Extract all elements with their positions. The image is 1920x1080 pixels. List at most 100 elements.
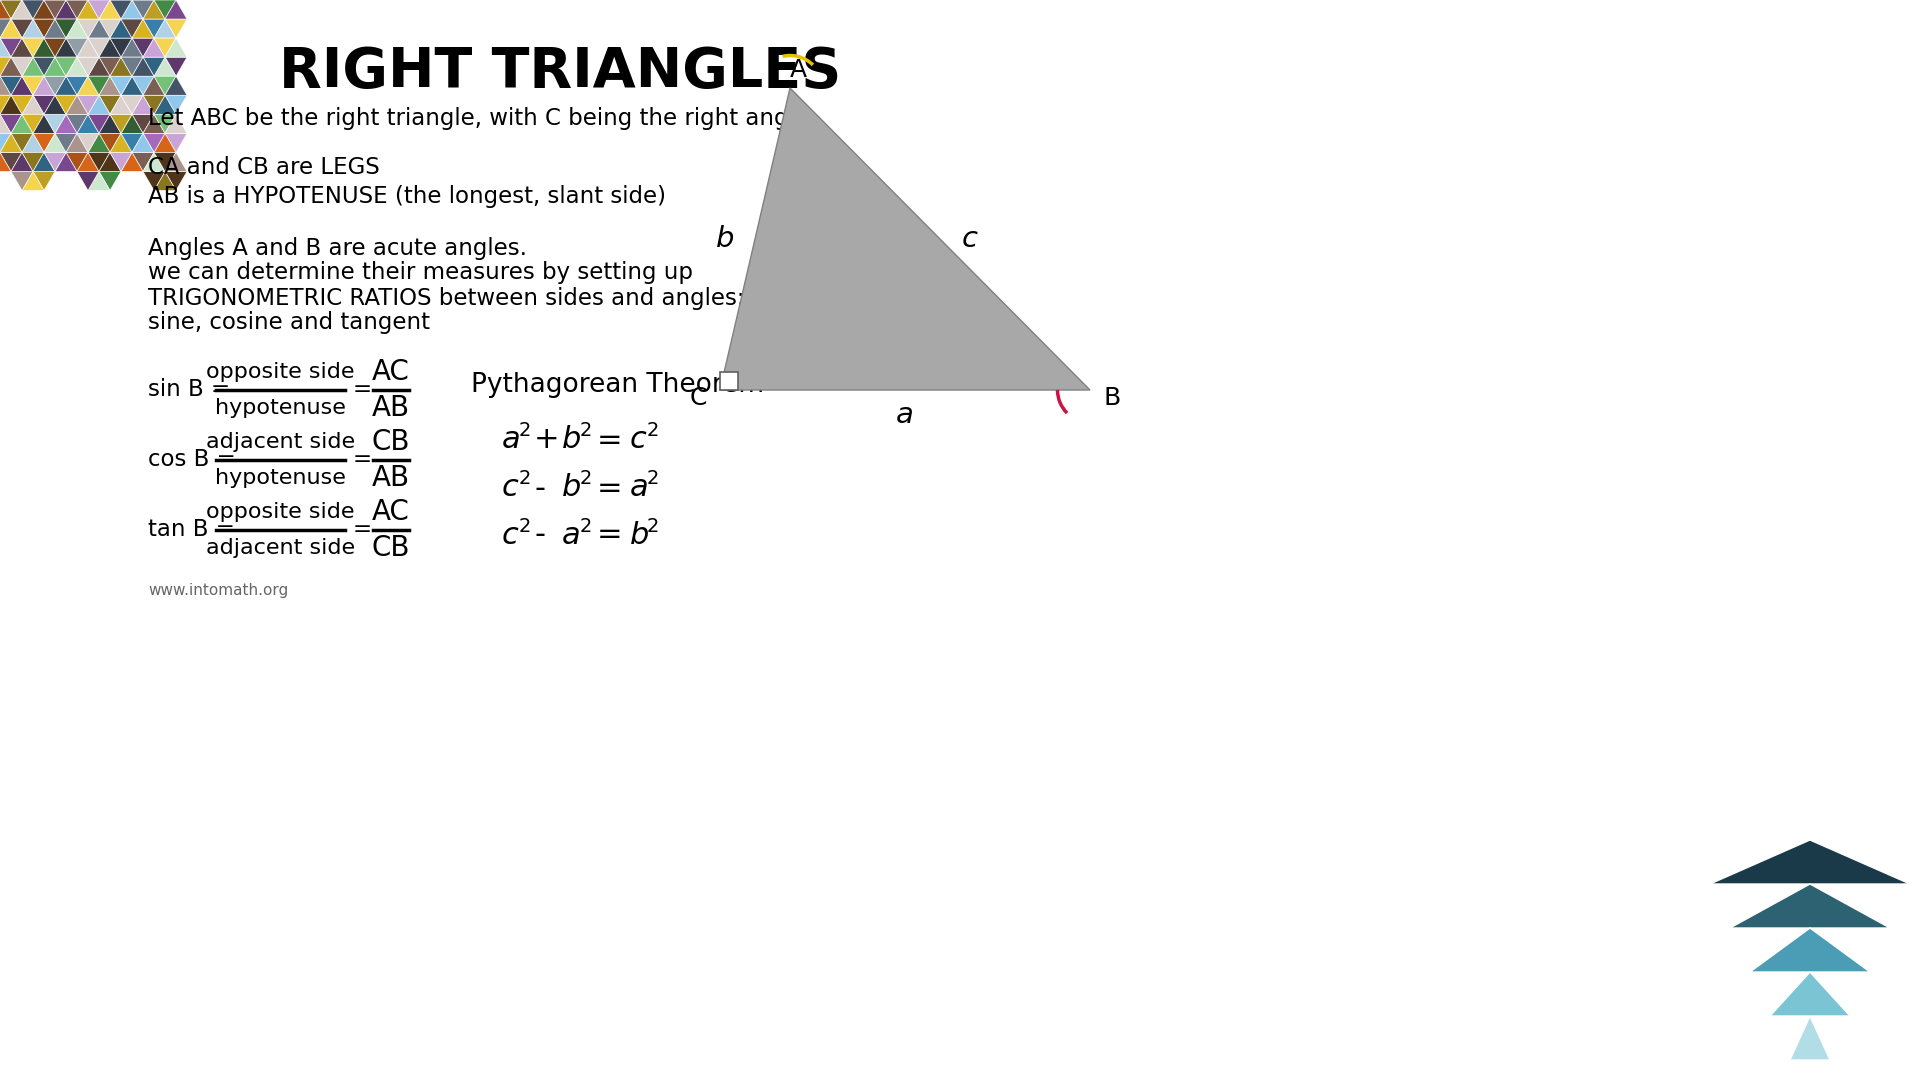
Polygon shape <box>1711 840 1910 885</box>
Polygon shape <box>65 57 88 77</box>
Polygon shape <box>0 0 21 19</box>
Polygon shape <box>44 0 65 19</box>
Polygon shape <box>100 152 121 172</box>
Polygon shape <box>720 87 1091 390</box>
Polygon shape <box>0 114 12 133</box>
Polygon shape <box>88 19 109 38</box>
Polygon shape <box>154 152 177 172</box>
Polygon shape <box>109 0 132 19</box>
Polygon shape <box>142 77 165 95</box>
Text: b: b <box>716 225 733 253</box>
Polygon shape <box>0 57 21 77</box>
Polygon shape <box>0 114 21 133</box>
Polygon shape <box>21 77 44 95</box>
Polygon shape <box>121 38 142 57</box>
Text: CB: CB <box>371 534 409 562</box>
Text: 2: 2 <box>580 470 593 488</box>
Polygon shape <box>56 38 77 57</box>
Text: c: c <box>962 225 977 253</box>
Polygon shape <box>121 0 142 19</box>
Polygon shape <box>77 77 100 95</box>
Text: adjacent side: adjacent side <box>205 538 355 558</box>
Polygon shape <box>65 114 88 133</box>
Polygon shape <box>154 0 177 19</box>
Text: AC: AC <box>372 498 409 526</box>
Polygon shape <box>165 114 186 133</box>
Polygon shape <box>132 152 154 172</box>
Text: B: B <box>1104 386 1121 410</box>
Polygon shape <box>142 0 165 19</box>
Polygon shape <box>56 0 77 19</box>
Text: Angles A and B are acute angles.: Angles A and B are acute angles. <box>148 237 526 259</box>
Polygon shape <box>100 0 121 19</box>
Polygon shape <box>109 57 132 77</box>
Polygon shape <box>154 114 177 133</box>
Polygon shape <box>121 19 142 38</box>
Polygon shape <box>77 57 100 77</box>
Text: www.intomath.org: www.intomath.org <box>148 582 288 597</box>
Polygon shape <box>121 133 142 152</box>
Text: TRIGONOMETRIC RATIOS between sides and angles:: TRIGONOMETRIC RATIOS between sides and a… <box>148 286 745 310</box>
Polygon shape <box>56 77 77 95</box>
Polygon shape <box>142 19 165 38</box>
Polygon shape <box>165 57 186 77</box>
Polygon shape <box>12 133 33 152</box>
Polygon shape <box>88 0 109 19</box>
Polygon shape <box>0 133 21 152</box>
Polygon shape <box>56 133 77 152</box>
Polygon shape <box>12 114 33 133</box>
Polygon shape <box>44 19 65 38</box>
Polygon shape <box>154 77 177 95</box>
Polygon shape <box>44 95 65 114</box>
Polygon shape <box>0 38 21 57</box>
Polygon shape <box>121 57 142 77</box>
Polygon shape <box>132 38 154 57</box>
Polygon shape <box>65 77 88 95</box>
Polygon shape <box>33 0 56 19</box>
Polygon shape <box>21 95 44 114</box>
Polygon shape <box>56 95 77 114</box>
Text: -: - <box>534 473 545 502</box>
Polygon shape <box>132 57 154 77</box>
Text: C: C <box>689 386 707 410</box>
Text: AB is a HYPOTENUSE (the longest, slant side): AB is a HYPOTENUSE (the longest, slant s… <box>148 185 666 207</box>
Text: 2: 2 <box>518 421 532 441</box>
Polygon shape <box>165 152 186 172</box>
Text: a: a <box>630 473 649 502</box>
Text: tan B =: tan B = <box>148 518 234 541</box>
Polygon shape <box>109 95 132 114</box>
Polygon shape <box>100 133 121 152</box>
Polygon shape <box>65 133 88 152</box>
Polygon shape <box>33 19 56 38</box>
Polygon shape <box>0 95 21 114</box>
Polygon shape <box>77 19 100 38</box>
Polygon shape <box>132 0 154 19</box>
Polygon shape <box>1749 928 1870 972</box>
Polygon shape <box>12 0 33 19</box>
Polygon shape <box>142 152 165 172</box>
Text: Let ABC be the right triangle, with C being the right angle.: Let ABC be the right triangle, with C be… <box>148 107 816 130</box>
Polygon shape <box>100 114 121 133</box>
Polygon shape <box>33 133 56 152</box>
Text: CA and CB are LEGS: CA and CB are LEGS <box>148 157 380 179</box>
Polygon shape <box>44 38 65 57</box>
Polygon shape <box>44 114 65 133</box>
Polygon shape <box>109 77 132 95</box>
Polygon shape <box>88 114 109 133</box>
Polygon shape <box>65 19 88 38</box>
Polygon shape <box>165 0 186 19</box>
Polygon shape <box>21 19 44 38</box>
Text: b: b <box>630 521 649 550</box>
Polygon shape <box>154 19 177 38</box>
Polygon shape <box>88 95 109 114</box>
Polygon shape <box>12 38 33 57</box>
Text: -: - <box>534 521 545 550</box>
Polygon shape <box>0 152 12 172</box>
Text: b: b <box>563 426 582 455</box>
Polygon shape <box>132 77 154 95</box>
Polygon shape <box>165 77 186 95</box>
Text: 2: 2 <box>580 421 593 441</box>
Polygon shape <box>154 57 177 77</box>
Polygon shape <box>132 95 154 114</box>
Polygon shape <box>121 114 142 133</box>
